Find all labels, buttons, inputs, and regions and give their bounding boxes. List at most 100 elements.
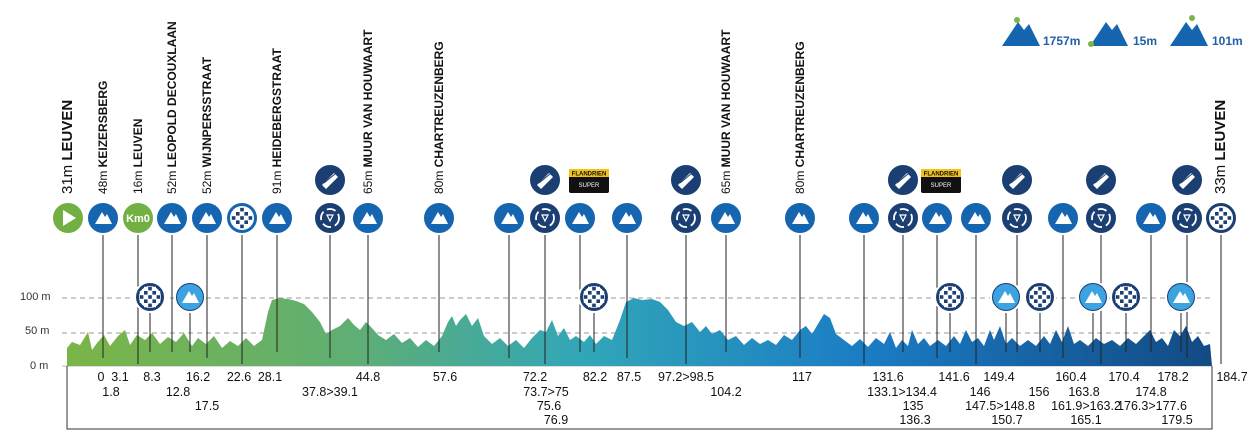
- km-label: 8.3: [143, 370, 160, 384]
- cobbles-icon: [1024, 281, 1056, 313]
- km-label: 161.9>163.2: [1051, 399, 1121, 413]
- climb-icon-marker-3: [155, 201, 189, 235]
- legend: 1757m 15m 101m: [1002, 15, 1243, 48]
- recycle-icon: [1170, 201, 1204, 235]
- legend-min-label: 15m: [1133, 34, 1157, 48]
- recycle-icon-marker-21: [1000, 201, 1034, 235]
- km-label: 16.2: [186, 370, 210, 384]
- leader-lines: [102, 234, 1222, 364]
- climb-icon-marker-16: [783, 201, 817, 235]
- climb-label-2: 16m LEUVEN: [131, 119, 145, 194]
- climb-icon-marker-17: [847, 201, 881, 235]
- km-label: 135: [903, 399, 924, 413]
- climb-label-9: 80m CHARTREUZENBERG: [432, 41, 446, 194]
- climb-label-15: 65m MUUR VAN HOUWAART: [719, 29, 733, 194]
- km-label: 12.8: [166, 385, 190, 399]
- cobbles-icon: [1110, 281, 1142, 313]
- sponsor-badge-sub: SUPER: [931, 183, 952, 189]
- climb-icon: [990, 281, 1022, 313]
- legend-max-label: 1757m: [1043, 34, 1080, 48]
- recycle-icon: [528, 201, 562, 235]
- km-label: 146: [970, 385, 991, 399]
- km-label: 160.4: [1055, 370, 1086, 384]
- feed-zone-icon: [528, 163, 562, 197]
- summit-altitude-icon: [1170, 15, 1208, 46]
- km-label: 22.6: [227, 370, 251, 384]
- y-tick-100: 100 m: [20, 291, 51, 303]
- recycle-icon: [886, 201, 920, 235]
- km-label: 97.2>98.5: [658, 370, 714, 384]
- climb-label-16: 80m CHARTREUZENBERG: [793, 41, 807, 194]
- km-label: 174.8: [1135, 385, 1166, 399]
- recycle-icon-marker-14: [669, 201, 703, 235]
- start-icon-marker-0: [51, 201, 85, 235]
- climb-icon-marker-10: [492, 201, 526, 235]
- climb-label-8: 65m MUUR VAN HOUWAART: [361, 29, 375, 194]
- distance-bracket: [66, 366, 1213, 430]
- km-label: 165.1: [1070, 413, 1101, 427]
- km-label: 37.8>39.1: [302, 385, 358, 399]
- climb-icon-marker-8: [351, 201, 385, 235]
- climb-icon-marker-19: [920, 201, 954, 235]
- cobbles-icon: [934, 281, 966, 313]
- flandrien-sponsor-badge: FLANDRIEN SUPER: [921, 169, 961, 193]
- climb-labels: 31m LEUVEN 48m KEIZERSBERG 16m LEUVEN 52m L…: [59, 21, 1229, 194]
- km-label: 179.5: [1161, 413, 1192, 427]
- km-label: 136.3: [899, 413, 930, 427]
- km-label: 141.6: [938, 370, 969, 384]
- climb-icon-marker-20: [959, 201, 993, 235]
- recycle-icon: [669, 201, 703, 235]
- feed-zone-icon: [1000, 163, 1034, 197]
- y-tick-50: 50 m: [25, 325, 49, 337]
- climb-icon: [1165, 281, 1197, 313]
- climb-icon-marker-1: [86, 201, 120, 235]
- climb-label-6: 91m HEIDEBERGSTRAAT: [270, 48, 284, 194]
- feed-zone-icon: [1170, 163, 1204, 197]
- climb-icon-marker-15: [709, 201, 743, 235]
- recycle-icon-marker-11: [528, 201, 562, 235]
- km-label: 184.7: [1216, 370, 1247, 384]
- km-label: 170.4: [1108, 370, 1139, 384]
- climb-label-0: 31m LEUVEN: [59, 100, 76, 194]
- km-label: 87.5: [617, 370, 641, 384]
- km-label: 117: [792, 370, 812, 384]
- climb-label-3: 52m LEOPOLD DECOUXLAAN: [165, 21, 179, 194]
- km-label: 147.5>148.8: [965, 399, 1035, 413]
- climb-label-1: 48m KEIZERSBERG: [96, 81, 110, 194]
- cobbles-icon: [134, 281, 166, 313]
- recycle-icon-marker-18: [886, 201, 920, 235]
- km-label: 72.2: [523, 370, 547, 384]
- climb-icon-marker-22: [1046, 201, 1080, 235]
- km-label: 76.9: [544, 413, 568, 427]
- km-label: 28.1: [258, 370, 282, 384]
- climb-label-26: 33m LEUVEN: [1212, 100, 1229, 194]
- recycle-icon: [1000, 201, 1034, 235]
- km-label: 176.3>177.6: [1117, 399, 1187, 413]
- km-label: 149.4: [983, 370, 1014, 384]
- km-label: 104.2: [710, 385, 741, 399]
- km-label: 57.6: [433, 370, 457, 384]
- km-label: 150.7: [991, 413, 1022, 427]
- feed-zone-icon: [886, 163, 920, 197]
- sponsor-badge-text: FLANDRIEN: [924, 172, 959, 178]
- min-altitude-icon: [1088, 22, 1128, 47]
- feed-zone-icon: [1084, 163, 1118, 197]
- km0-icon-marker-2: Km0: [121, 201, 155, 235]
- flandrien-sponsor-badge: FLANDRIEN SUPER: [569, 169, 609, 193]
- km-label: 156: [1029, 385, 1050, 399]
- climb-icon-marker-9: [422, 201, 456, 235]
- climb-icon: [174, 281, 206, 313]
- km-label: 73.7>75: [523, 385, 569, 399]
- feed-zone-icon: [313, 163, 347, 197]
- km0-badge: Km0: [126, 213, 150, 225]
- cobbles-icon: [578, 281, 610, 313]
- km-label: 44.8: [356, 370, 380, 384]
- km-label: 0: [98, 370, 105, 384]
- km-labels: 0 3.11.8 8.3 16.212.8 17.5 22.6 28.1 37.8>39.14…: [98, 370, 1248, 427]
- finish-icon-marker-26: [1204, 201, 1238, 235]
- climb-icon: [1077, 281, 1109, 313]
- recycle-icon-marker-7: [313, 201, 347, 235]
- recycle-icon-marker-23: [1084, 201, 1118, 235]
- elevation-profile: [67, 298, 1212, 366]
